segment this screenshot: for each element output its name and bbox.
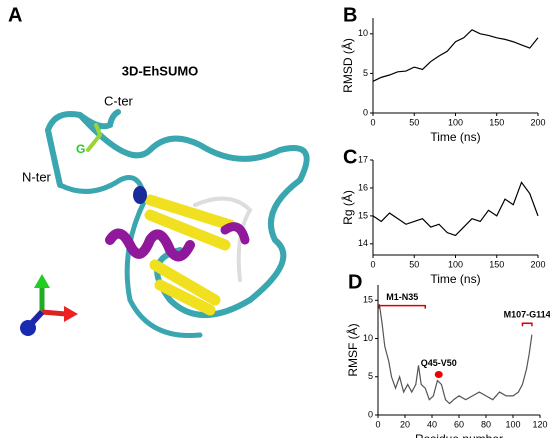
x-tick-label: 50 — [409, 117, 419, 127]
x-tick-label: 200 — [530, 259, 545, 269]
x-tick-label: 120 — [532, 419, 547, 429]
y-tick-label: 10 — [358, 28, 368, 38]
x-tick-label: 0 — [370, 117, 375, 127]
y-tick-label: 14 — [358, 238, 368, 248]
x-tick-label: 0 — [370, 259, 375, 269]
y-tick-label: 16 — [358, 182, 368, 192]
structure-title: 3D-EhSUMO — [122, 63, 199, 78]
data-line — [378, 304, 533, 405]
x-tick-label: 60 — [454, 419, 464, 429]
y-tick-label: 0 — [363, 107, 368, 117]
x-tick-label: 0 — [375, 419, 380, 429]
y-tick-label: 15 — [358, 210, 368, 220]
y-axis-title: RMSF (Å) — [345, 323, 360, 376]
y-tick-label: 17 — [358, 154, 368, 164]
x-tick-label: 20 — [400, 419, 410, 429]
x-tick-label: 100 — [448, 259, 463, 269]
x-tick-label: 100 — [505, 419, 520, 429]
range-bracket — [378, 304, 426, 309]
y-tick-label: 5 — [368, 371, 373, 381]
axis-triad — [20, 274, 78, 336]
x-tick-label: 150 — [489, 117, 504, 127]
x-tick-label: 200 — [530, 117, 545, 127]
highlight-dot — [434, 370, 443, 378]
panel-label: A — [8, 4, 22, 26]
y-tick-label: 10 — [363, 333, 373, 343]
n-ter-label: N-ter — [22, 169, 52, 184]
range-bracket — [521, 322, 533, 327]
annotation: M1-N35 — [386, 292, 418, 302]
x-tick-label: 150 — [489, 259, 504, 269]
panel-label: C — [343, 146, 357, 168]
x-axis-title: Time (ns) — [430, 272, 480, 286]
y-axis-title: Rg (Å) — [340, 190, 355, 225]
x-axis-title: Residue number — [415, 432, 503, 438]
y-tick-label: 15 — [363, 295, 373, 305]
panel-label: B — [343, 4, 357, 26]
y-axis-title: RMSD (Å) — [340, 38, 355, 93]
x-tick-label: 80 — [481, 419, 491, 429]
data-line — [372, 29, 539, 82]
data-line — [372, 181, 539, 237]
y-tick-label: 5 — [363, 68, 368, 78]
glycine-label: G — [76, 142, 85, 156]
x-tick-label: 100 — [448, 117, 463, 127]
x-axis-title: Time (ns) — [430, 130, 480, 144]
x-tick-label: 40 — [427, 419, 437, 429]
x-tick-label: 50 — [409, 259, 419, 269]
annotation: Q45-V50 — [421, 358, 457, 368]
y-tick-label: 0 — [368, 409, 373, 419]
panel-label: D — [348, 271, 362, 293]
annotation: M107-G114 — [504, 310, 550, 320]
c-ter-label: C-ter — [104, 93, 134, 108]
protein-cartoon — [44, 109, 310, 339]
